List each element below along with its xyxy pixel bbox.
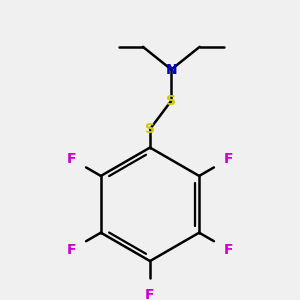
- Text: S: S: [166, 94, 176, 108]
- Text: S: S: [145, 122, 155, 136]
- Text: F: F: [224, 243, 233, 257]
- Text: F: F: [224, 152, 233, 166]
- Text: F: F: [67, 243, 76, 257]
- Text: F: F: [145, 288, 155, 300]
- Text: N: N: [166, 62, 177, 76]
- Text: F: F: [67, 152, 76, 166]
